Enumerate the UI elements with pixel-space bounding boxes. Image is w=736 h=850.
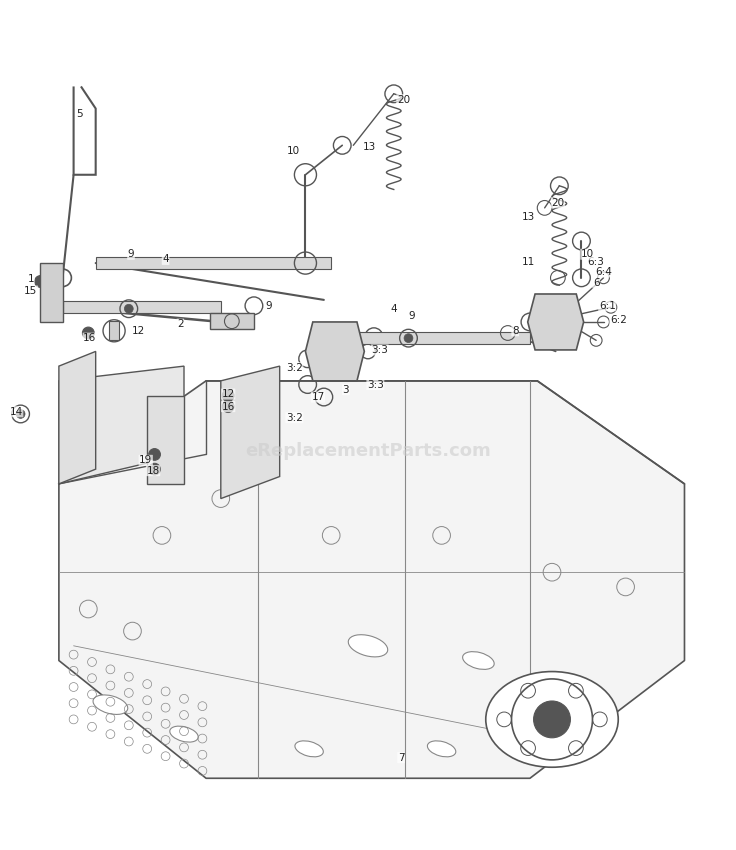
Text: 12: 12: [222, 389, 235, 400]
Bar: [63, 302, 221, 313]
Circle shape: [149, 463, 160, 475]
Circle shape: [222, 400, 234, 412]
Text: 2: 2: [177, 319, 184, 329]
Text: 3:3: 3:3: [367, 379, 383, 389]
Text: 3:3: 3:3: [372, 345, 388, 355]
Circle shape: [149, 449, 160, 461]
Text: 12: 12: [132, 326, 145, 336]
Text: 6:4: 6:4: [595, 267, 612, 277]
Polygon shape: [59, 381, 684, 779]
Ellipse shape: [348, 635, 388, 657]
Text: 17: 17: [311, 392, 325, 402]
Text: 4: 4: [162, 254, 169, 264]
Text: 9: 9: [265, 301, 272, 311]
Text: 10: 10: [581, 249, 594, 259]
Polygon shape: [59, 366, 184, 484]
Bar: [147, 395, 184, 484]
Text: 3: 3: [342, 385, 350, 394]
Polygon shape: [305, 322, 364, 381]
Text: 11: 11: [522, 257, 535, 267]
Text: 3:2: 3:2: [286, 363, 302, 372]
Text: 16: 16: [83, 333, 96, 343]
Text: 5: 5: [76, 110, 83, 119]
Text: 16: 16: [222, 401, 235, 411]
Text: 6:1: 6:1: [599, 301, 615, 311]
Text: 19: 19: [139, 456, 152, 465]
Text: 6: 6: [592, 278, 600, 288]
Text: 6:3: 6:3: [588, 257, 604, 267]
Polygon shape: [528, 294, 584, 350]
Ellipse shape: [486, 672, 618, 768]
Text: 15: 15: [24, 286, 38, 296]
Text: 20: 20: [397, 94, 410, 105]
Text: 7: 7: [397, 752, 405, 762]
Circle shape: [124, 304, 133, 313]
Text: 13: 13: [522, 212, 535, 223]
Text: eReplacementParts.com: eReplacementParts.com: [245, 442, 491, 460]
Ellipse shape: [93, 695, 128, 715]
Bar: [210, 313, 254, 329]
Ellipse shape: [428, 741, 456, 757]
Text: 8: 8: [512, 326, 519, 336]
Text: 13: 13: [363, 142, 376, 152]
Text: 9: 9: [408, 311, 416, 321]
Ellipse shape: [463, 652, 494, 670]
Text: 3:2: 3:2: [286, 412, 302, 422]
Text: 1: 1: [27, 275, 35, 284]
Bar: [109, 321, 119, 340]
Circle shape: [82, 327, 94, 339]
Bar: [335, 332, 530, 344]
Polygon shape: [221, 366, 280, 499]
Circle shape: [222, 389, 234, 401]
Text: 20: 20: [551, 198, 565, 207]
Text: 6:2: 6:2: [610, 315, 626, 326]
Ellipse shape: [295, 741, 323, 757]
Circle shape: [534, 701, 570, 738]
Ellipse shape: [170, 726, 198, 742]
Text: 9: 9: [127, 249, 135, 259]
Text: 4: 4: [390, 303, 397, 314]
Circle shape: [16, 410, 25, 418]
Bar: [96, 258, 331, 269]
Circle shape: [404, 334, 413, 343]
Text: 14: 14: [10, 407, 23, 416]
Polygon shape: [40, 264, 63, 322]
Text: 18: 18: [146, 466, 160, 476]
Text: 10: 10: [286, 146, 300, 156]
Circle shape: [35, 275, 46, 287]
Polygon shape: [59, 351, 96, 484]
